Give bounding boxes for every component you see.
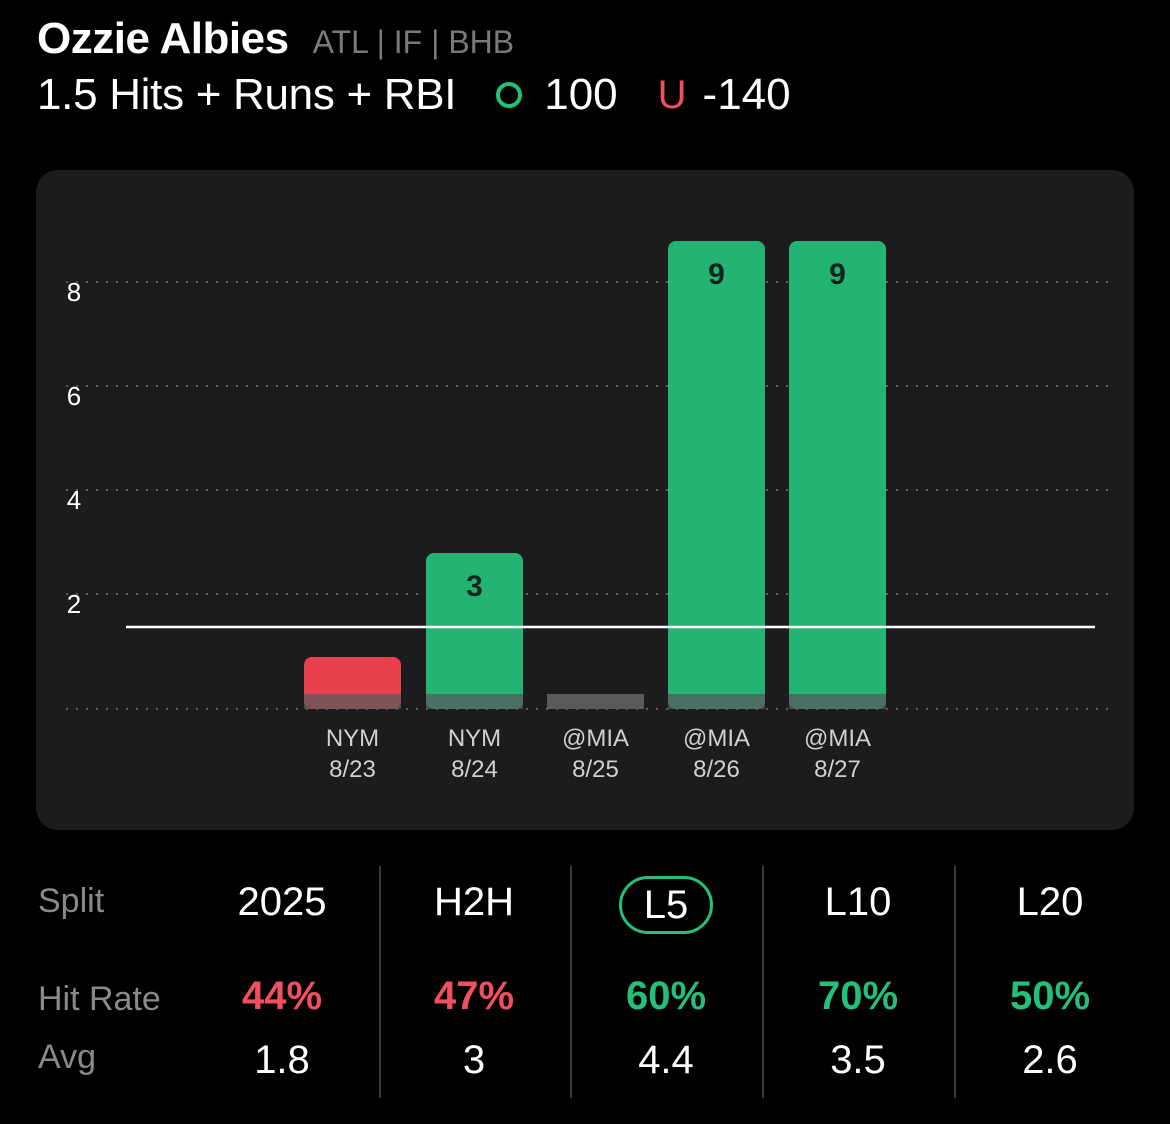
x-tick-date: 8/23 [329,756,376,783]
bar-value-label: 3 [466,570,483,603]
chart-bar-base [668,694,765,709]
over-odds: 100 [544,70,618,119]
prop-row: 1.5 Hits + Runs + RBI 100 U -140 [37,70,791,120]
hit-rate-value: 60% [625,974,707,1018]
column-divider [379,866,381,1098]
column-divider [762,866,764,1098]
player-name: Ozzie Albies [37,14,289,63]
avg-row-label: Avg [38,1038,96,1076]
over-circle-icon [496,82,523,108]
chart-bar-base [426,694,523,709]
game-log-svg: 2 4 6 8 NYM 8/23 3 NYM 8/24 @MIA 8/25 9 @MIA 8/26 9 @MI… [66,241,1116,783]
avg-value: 3.5 [830,1038,886,1082]
hit-rate-value: 47% [433,974,515,1018]
y-tick-label: 6 [67,381,81,411]
split-column-l10[interactable]: L10 70% 3.5 [763,860,953,1100]
split-label: L10 [824,880,892,924]
player-meta: ATL | IF | BHB [312,24,515,60]
split-tab-l10: L10 [763,876,953,928]
bar-value-label: 9 [829,258,846,291]
split-label: L20 [1016,880,1084,924]
x-tick-opponent: @MIA [683,725,750,752]
chart-bar [426,553,523,709]
under-odds-button[interactable]: U -140 [658,70,791,120]
prop-name: 1.5 Hits + Runs + RBI [37,70,457,119]
chart-bar [789,241,886,709]
avg-value: 1.8 [254,1038,310,1082]
split-tab-l5: L5 [571,876,761,934]
player-header: Ozzie Albies ATL | IF | BHB 1.5 Hits + R… [37,14,791,120]
x-tick-date: 8/25 [572,756,619,783]
column-divider [570,866,572,1098]
hit-rate-value: 44% [241,974,323,1018]
split-label: L5 [618,876,714,934]
chart-bar-base [547,694,644,709]
bar-value-label: 9 [708,258,725,291]
hit-rate-value: 50% [1009,974,1091,1018]
under-odds: -140 [702,70,791,119]
chart-bar-base [789,694,886,709]
avg-value: 2.6 [1022,1038,1078,1082]
split-column-h2h[interactable]: H2H 47% 3 [379,860,569,1100]
under-u-icon: U [657,72,687,117]
x-tick-date: 8/27 [814,756,861,783]
y-tick-label: 8 [67,277,81,307]
y-tick-label: 4 [67,485,81,515]
split-column-2025[interactable]: 2025 44% 1.8 [187,860,377,1100]
split-tab-2025: 2025 [187,876,377,928]
x-tick-date: 8/26 [693,756,740,783]
column-divider [954,866,956,1098]
x-tick-opponent: @MIA [804,725,871,752]
split-column-l20[interactable]: L20 50% 2.6 [955,860,1145,1100]
split-tab-l20: L20 [955,876,1145,928]
splits-table: Split Hit Rate Avg 2025 44% 1.8 H2H 47% … [0,860,1170,1100]
chart-bar [668,241,765,709]
split-row-label: Split [38,882,105,920]
x-tick-opponent: NYM [326,725,379,752]
split-label: 2025 [237,880,327,924]
x-tick-opponent: NYM [448,725,501,752]
x-tick-date: 8/24 [451,756,498,783]
split-column-l5[interactable]: L5 60% 4.4 [571,860,761,1100]
hit-rate-value: 70% [817,974,899,1018]
avg-value: 4.4 [638,1038,694,1082]
split-label: H2H [433,880,515,924]
hit-rate-row-label: Hit Rate [38,980,161,1018]
over-odds-button[interactable]: 100 [496,70,618,120]
name-row: Ozzie Albies ATL | IF | BHB [37,14,791,64]
chart-bar-base [304,694,401,709]
avg-value: 3 [462,1038,486,1082]
game-log-chart: 2 4 6 8 NYM 8/23 3 NYM 8/24 @MIA 8/25 9 @MIA 8/26 9 @MI… [36,170,1134,830]
split-tab-h2h: H2H [379,876,569,928]
x-tick-opponent: @MIA [562,725,629,752]
y-tick-label: 2 [67,589,81,619]
